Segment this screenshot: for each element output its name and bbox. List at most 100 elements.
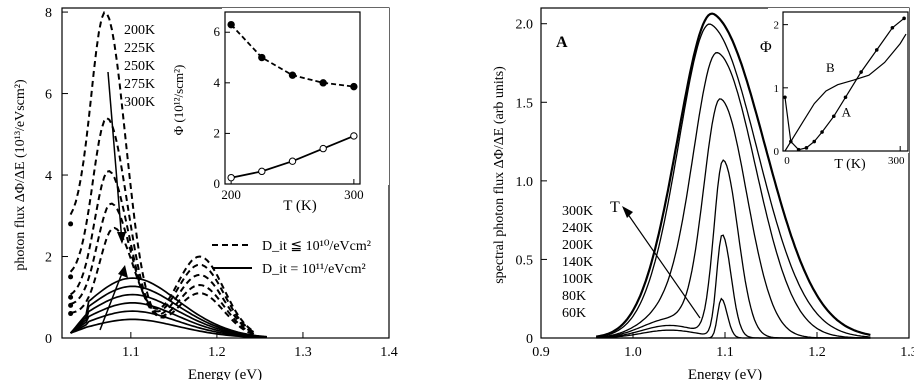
- right-y-tick-label: 1.0: [516, 175, 534, 190]
- left-inset-point: [350, 82, 358, 91]
- left-inset-y-tick-label: 4: [214, 75, 221, 90]
- right-temperature-label: 60K: [562, 306, 586, 321]
- left-temperature-label: 250K: [124, 59, 155, 74]
- right-y-tick-label: 1.5: [516, 96, 534, 111]
- right-temperature-label: 80K: [562, 289, 586, 304]
- right-inset-x-label: T (K): [834, 157, 866, 172]
- right-series-2: [596, 234, 871, 339]
- left-dashed-series-start-marker: [68, 311, 74, 317]
- left-temperature-label: 275K: [124, 77, 155, 92]
- right-temperature-labels: 300K 240K 200K 140K 100K 80K 60K: [562, 204, 593, 321]
- right-inset-point: [804, 146, 809, 150]
- left-y-tick-label: 4: [45, 169, 52, 184]
- right-inset-series-b-label: B: [826, 60, 835, 75]
- left-dashed-series-start-marker: [68, 274, 74, 280]
- right-panel-label: A: [556, 34, 568, 51]
- left-chart: 1.1 1.2 1.3 1.4 0 2 4 6 8 Energy (eV) photon flu…: [13, 6, 398, 380]
- left-dashed-series-start-marker: [68, 294, 74, 300]
- left-up-arrow: [99, 267, 125, 331]
- left-inset-y-label: Φ (10¹²/scm²): [171, 65, 186, 136]
- right-y-tick-label: 0.5: [516, 253, 534, 268]
- left-temperature-label: 300K: [124, 95, 155, 110]
- right-x-tick-label: 1.1: [716, 345, 734, 360]
- left-dashed-series-start-marker: [68, 302, 74, 308]
- left-inset-point: [258, 53, 266, 62]
- right-inset-point: [890, 25, 895, 30]
- left-legend: D_it ≦ 10¹⁰/eVcm² D_it = 10¹¹/eVcm²: [212, 239, 371, 277]
- right-inset-y-tick-label: 2: [774, 20, 780, 32]
- right-y-tick-label: 0: [526, 332, 533, 347]
- legend-dashed-label: D_it ≦ 10¹⁰/eVcm²: [262, 239, 371, 254]
- right-x-tick-label: 1.0: [624, 345, 642, 360]
- left-dashed-series-3: [70, 169, 255, 334]
- right-series-6: [596, 23, 871, 338]
- right-inset-point: [783, 95, 787, 100]
- right-arrow: [624, 209, 701, 319]
- left-x-tick-label: 1.3: [294, 345, 312, 360]
- left-inset-point: [227, 173, 235, 182]
- left-inset-x-tick-label: 200: [221, 187, 241, 202]
- left-inset-point: [350, 132, 358, 140]
- left-dashed-series-1: [69, 11, 255, 336]
- right-inset-point: [820, 130, 824, 134]
- right-inset-point: [843, 95, 848, 100]
- left-solid-series-2: [70, 310, 267, 339]
- right-inset-point: [831, 114, 836, 119]
- right-x-tick-label: 1.2: [808, 345, 826, 360]
- left-x-tick-label: 1.1: [122, 345, 140, 360]
- right-series-7: [596, 12, 871, 338]
- left-ticks: 1.1 1.2 1.3 1.4 0 2 4 6 8: [45, 6, 398, 360]
- right-inset-frame: [782, 11, 909, 152]
- right-x-tick-label: 0.9: [532, 345, 550, 360]
- left-inset-frame: [224, 11, 361, 185]
- left-x-axis-label: Energy (eV): [188, 367, 262, 380]
- right-inset-point: [812, 139, 817, 144]
- left-down-arrowhead: [117, 232, 126, 244]
- left-inset-point: [288, 157, 297, 165]
- right-y-axis-label: spectral photon flux ΔΦ/ΔE (arb units): [492, 66, 507, 284]
- right-inset-series-B: [784, 33, 907, 152]
- left-dashed-series-5: [70, 226, 255, 333]
- legend-solid-label: D_it = 10¹¹/eVcm²: [262, 262, 366, 277]
- left-y-tick-label: 8: [45, 6, 52, 21]
- right-temperature-label: 300K: [562, 204, 593, 219]
- left-solid-series-5: [69, 285, 267, 338]
- left-inset-x-tick-label: 300: [344, 187, 364, 202]
- right-inset-point: [874, 48, 879, 52]
- left-up-arrowhead: [118, 265, 128, 278]
- left-temperature-label: 225K: [124, 41, 155, 56]
- left-inset-y-tick-label: 6: [214, 24, 221, 39]
- right-arrow-label: T: [610, 199, 620, 216]
- right-temperature-label: 140K: [562, 255, 593, 270]
- left-y-tick-label: 0: [45, 332, 52, 347]
- right-inset-point: [902, 16, 906, 21]
- right-inset-x-tick-label: 0: [784, 155, 790, 167]
- right-temperature-label: 200K: [562, 238, 593, 253]
- right-inset-point: [859, 70, 863, 74]
- left-temperature-label: 200K: [124, 23, 155, 38]
- left-dashed-series-4: [70, 202, 255, 334]
- right-arrowhead: [622, 206, 633, 218]
- left-inset-y-tick-label: 2: [214, 125, 221, 140]
- left-temperature-labels: 200K 225K 250K 275K 300K: [124, 23, 155, 110]
- right-y-tick-label: 2.0: [516, 18, 534, 33]
- left-down-arrow: [107, 71, 123, 243]
- left-x-tick-label: 1.2: [208, 345, 226, 360]
- right-inset-y-tick-label: 0: [774, 146, 780, 158]
- left-inset-y-tick-label: 0: [214, 176, 221, 191]
- left-y-tick-label: 6: [45, 88, 52, 103]
- right-series-4: [596, 98, 871, 339]
- left-series-group: [68, 11, 267, 339]
- left-y-tick-label: 2: [45, 251, 52, 266]
- right-series-group: [596, 12, 871, 339]
- left-inset-point: [258, 167, 266, 176]
- left-solid-series-3: [70, 302, 267, 339]
- right-x-tick-label: 1.3: [900, 345, 914, 360]
- left-inset-point: [319, 144, 327, 153]
- right-inset-series-A: [784, 17, 905, 151]
- right-inset-y-label: Φ: [760, 39, 772, 56]
- left-inset-point: [227, 20, 235, 29]
- right-temperature-label: 240K: [562, 221, 593, 236]
- left-dashed-series-start-marker: [68, 221, 74, 227]
